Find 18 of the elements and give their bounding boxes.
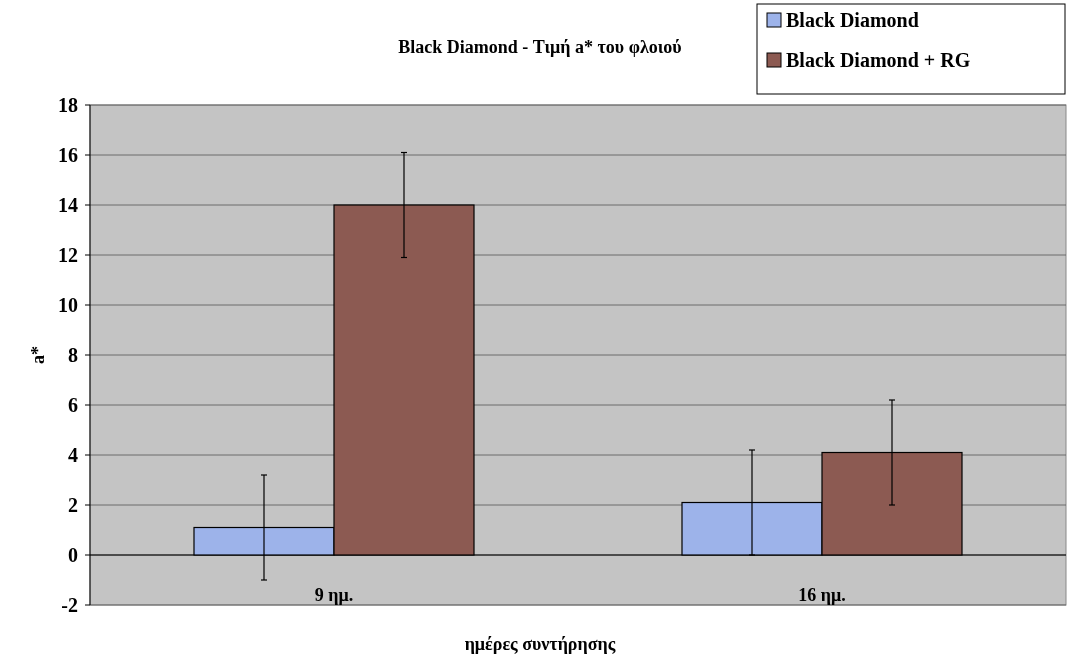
y-tick-label: 6 <box>68 394 78 416</box>
y-tick-label: 8 <box>68 344 78 366</box>
y-axis-title: a* <box>28 346 48 364</box>
x-tick-label: 16 ημ. <box>798 585 846 605</box>
x-axis-title: ημέρες συντήρησης <box>464 634 616 654</box>
y-tick-label: 12 <box>58 244 78 266</box>
y-tick-label: 0 <box>68 544 78 566</box>
chart-title: Black Diamond - Τιμή a* του φλοιού <box>398 37 682 57</box>
legend-label: Black Diamond <box>786 9 919 31</box>
y-tick-label: 16 <box>58 144 78 166</box>
legend-label: Black Diamond + RG <box>786 49 971 71</box>
x-tick-label: 9 ημ. <box>314 585 354 605</box>
y-tick-label: 4 <box>68 444 78 466</box>
y-tick-label: 10 <box>58 294 78 316</box>
y-tick-label: 14 <box>58 194 78 216</box>
y-tick-label: 2 <box>68 494 78 516</box>
y-tick-label: 18 <box>58 94 78 116</box>
y-tick-label: -2 <box>61 594 78 616</box>
